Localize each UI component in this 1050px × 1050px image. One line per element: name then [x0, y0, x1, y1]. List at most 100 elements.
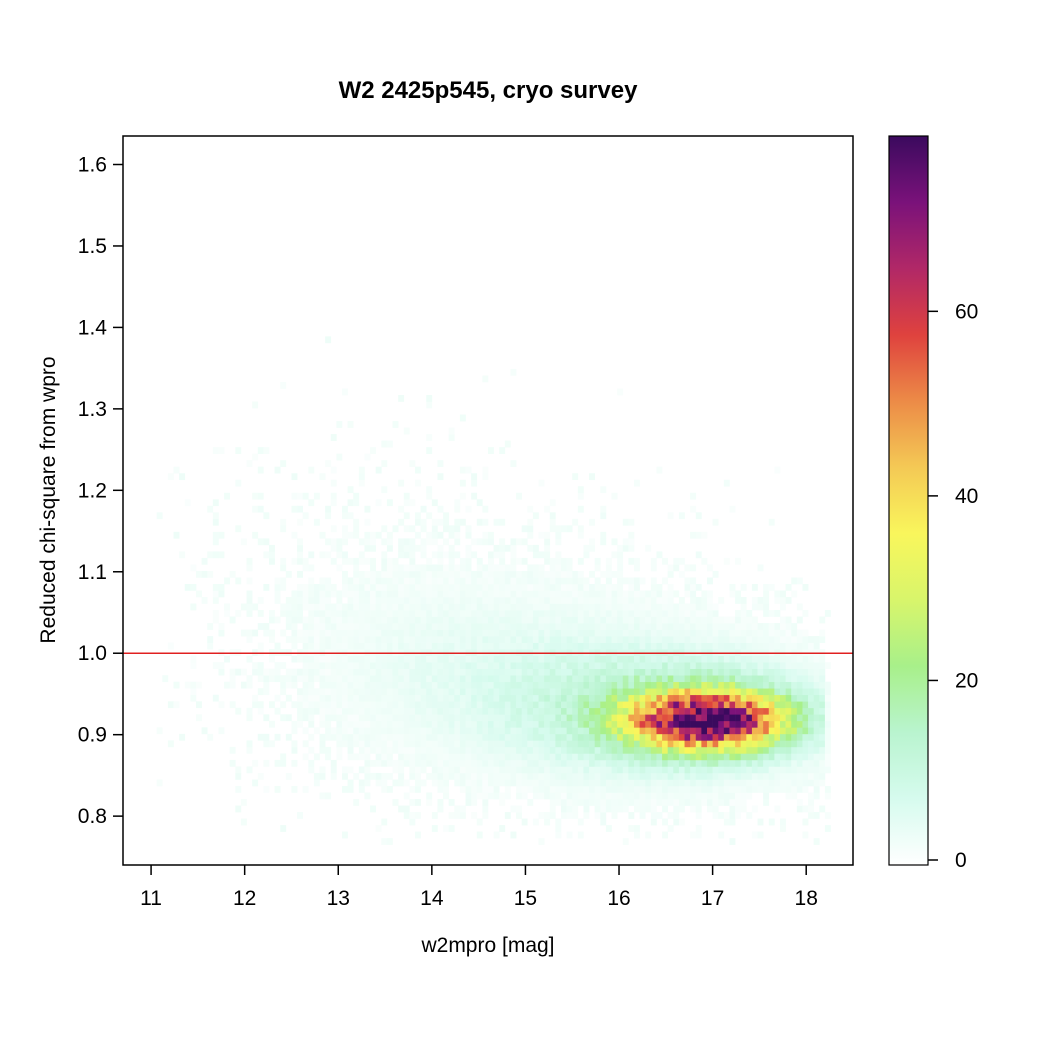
- heatmap-cell: [330, 766, 337, 774]
- heatmap-cell: [291, 597, 298, 604]
- heatmap-cell: [718, 688, 725, 696]
- heatmap-cell: [308, 577, 315, 585]
- heatmap-cell: [437, 473, 444, 481]
- heatmap-cell: [420, 525, 427, 533]
- heatmap-cell: [381, 590, 388, 598]
- heatmap-cell: [634, 479, 640, 487]
- heatmap-cell: [819, 681, 826, 689]
- heatmap-cell: [246, 675, 253, 683]
- heatmap-cell: [538, 636, 545, 643]
- heatmap-cell: [650, 727, 657, 735]
- heatmap-cell: [398, 551, 405, 559]
- heatmap-cell: [336, 720, 343, 728]
- heatmap-cell: [695, 740, 702, 748]
- heatmap-cell: [392, 655, 399, 663]
- heatmap-cell: [617, 616, 624, 624]
- heatmap-cell: [364, 636, 371, 643]
- heatmap-cell: [589, 746, 595, 754]
- heatmap-cell: [701, 766, 708, 774]
- heatmap-cell: [319, 629, 326, 637]
- heatmap-cell: [662, 694, 668, 702]
- heatmap-cell: [448, 597, 455, 604]
- heatmap-cell: [499, 629, 506, 637]
- heatmap-cell: [516, 779, 522, 787]
- heatmap-cell: [650, 720, 657, 728]
- heatmap-cell: [611, 590, 618, 598]
- heatmap-cell: [622, 629, 629, 637]
- heatmap-cell: [544, 642, 551, 650]
- heatmap-cell: [751, 759, 758, 767]
- heatmap-cell: [577, 636, 584, 643]
- heatmap-cell: [415, 727, 421, 735]
- heatmap-cell: [426, 564, 433, 572]
- heatmap-cell: [375, 707, 382, 715]
- heatmap-cell: [763, 603, 770, 611]
- heatmap-cell: [707, 733, 713, 741]
- heatmap-cell: [690, 583, 697, 591]
- heatmap-cell: [381, 668, 388, 676]
- heatmap-cell: [409, 642, 416, 650]
- heatmap-cell: [544, 792, 551, 800]
- heatmap-cell: [246, 577, 253, 585]
- heatmap-cell: [695, 746, 702, 754]
- heatmap-cell: [403, 642, 410, 650]
- heatmap-cell: [459, 759, 466, 767]
- heatmap-cell: [375, 590, 382, 598]
- heatmap-cell: [785, 688, 792, 696]
- heatmap-cell: [499, 590, 506, 598]
- y-axis: 0.80.91.01.11.21.31.41.51.6: [78, 154, 123, 828]
- heatmap-cell: [707, 759, 713, 767]
- heatmap-cell: [656, 772, 663, 780]
- heatmap-cell: [695, 812, 702, 819]
- heatmap-cell: [566, 772, 573, 780]
- heatmap-cell: [342, 512, 348, 520]
- heatmap-cell: [735, 655, 741, 663]
- heatmap-cell: [398, 623, 405, 630]
- heatmap-cell: [431, 636, 438, 643]
- heatmap-cell: [409, 707, 416, 715]
- heatmap-cell: [707, 564, 713, 572]
- heatmap-cell: [740, 714, 747, 722]
- heatmap-cell: [701, 557, 708, 565]
- heatmap-cell: [386, 707, 393, 715]
- heatmap-cell: [212, 499, 219, 507]
- heatmap-cell: [302, 636, 309, 643]
- heatmap-cell: [285, 714, 292, 722]
- heatmap-cell: [662, 681, 668, 689]
- heatmap-cell: [690, 733, 697, 741]
- heatmap-cell: [476, 831, 483, 839]
- heatmap-cell: [751, 603, 758, 611]
- heatmap-cell: [392, 597, 399, 604]
- heatmap-cell: [639, 753, 646, 761]
- heatmap-cell: [701, 597, 708, 604]
- heatmap-cell: [600, 766, 607, 774]
- heatmap-cell: [774, 694, 781, 702]
- heatmap-cell: [712, 610, 719, 617]
- heatmap-cell: [212, 597, 219, 604]
- heatmap-cell: [398, 727, 405, 735]
- heatmap-cell: [628, 714, 635, 722]
- heatmap-cell: [499, 825, 506, 832]
- heatmap-cell: [622, 603, 629, 611]
- heatmap-cell: [465, 564, 472, 572]
- heatmap-cell: [403, 499, 410, 507]
- heatmap-cell: [768, 655, 775, 663]
- heatmap-cell: [386, 629, 393, 637]
- heatmap-cell: [628, 753, 635, 761]
- heatmap-cell: [650, 557, 657, 565]
- heatmap-cell: [358, 694, 365, 702]
- heatmap-cell: [448, 557, 455, 565]
- heatmap-cell: [459, 707, 466, 715]
- heatmap-cell: [263, 675, 270, 683]
- heatmap-cell: [555, 831, 562, 839]
- heatmap-cell: [634, 805, 640, 813]
- heatmap-cell: [583, 766, 590, 774]
- heatmap-cell: [561, 733, 567, 741]
- heatmap-cell: [420, 570, 427, 578]
- heatmap-cell: [325, 577, 332, 585]
- heatmap-cell: [667, 655, 674, 663]
- heatmap-cell: [420, 668, 427, 676]
- heatmap-cell: [285, 597, 292, 604]
- heatmap-cell: [628, 636, 635, 643]
- heatmap-cell: [454, 740, 461, 748]
